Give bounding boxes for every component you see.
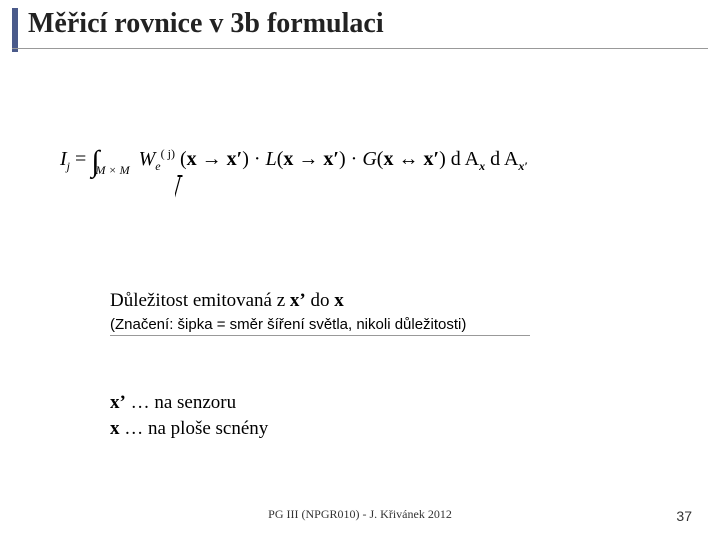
eq-dA2: d A xyxy=(490,148,518,170)
eq-x1: x xyxy=(187,148,197,170)
eq-x3: x xyxy=(383,148,393,170)
eq-dA2-sub: x′ xyxy=(518,159,527,173)
eq-dA1: d A xyxy=(451,148,479,170)
pointer-line xyxy=(175,175,225,295)
eq-xp1: x′ xyxy=(227,148,243,170)
equation: Ij = ∫M × M We( j) (x → x′) · L(x → x′) … xyxy=(60,145,528,179)
eq-lhs-sub: j xyxy=(67,159,70,173)
eq-xp2: x′ xyxy=(323,148,339,170)
eq-lhs-var: I xyxy=(60,148,67,170)
eq-xp3: x′ xyxy=(423,148,439,170)
ann-x: x xyxy=(334,290,344,311)
notes-block: x’ … na senzoru x … na ploše scnény xyxy=(110,390,268,441)
eq-W: W xyxy=(139,148,156,170)
note-line-1: x’ … na senzoru xyxy=(110,390,268,416)
eq-W-sup: ( j) xyxy=(161,146,175,160)
page-title: Měřicí rovnice v 3b formulaci xyxy=(12,8,708,40)
eq-dA1-sub: x xyxy=(479,159,485,173)
annotation-underline xyxy=(110,335,530,336)
annotation-sub: (Značení: šipka = směr šíření světla, ni… xyxy=(110,316,466,333)
footer-text: PG III (NPGR010) - J. Křivánek 2012 xyxy=(0,507,720,522)
note-xp: x’ xyxy=(110,392,126,413)
eq-W-sub: e xyxy=(155,159,160,173)
annotation-main: Důležitost emitovaná z x’ do x xyxy=(110,290,344,312)
page-number: 37 xyxy=(676,508,692,524)
eq-G: G xyxy=(362,148,376,170)
eq-L: L xyxy=(266,148,277,170)
ann-pre: Důležitost emitovaná z xyxy=(110,290,290,311)
note-x-text: … na ploše scnény xyxy=(120,418,269,439)
note-line-2: x … na ploše scnény xyxy=(110,416,268,442)
ann-mid: do xyxy=(306,290,335,311)
ann-xp: x’ xyxy=(290,290,306,311)
eq-x2: x xyxy=(283,148,293,170)
title-bar: Měřicí rovnice v 3b formulaci xyxy=(12,8,708,49)
note-x: x xyxy=(110,418,120,439)
eq-int-sub: M × M xyxy=(96,163,130,177)
note-xp-text: … na senzoru xyxy=(126,392,236,413)
